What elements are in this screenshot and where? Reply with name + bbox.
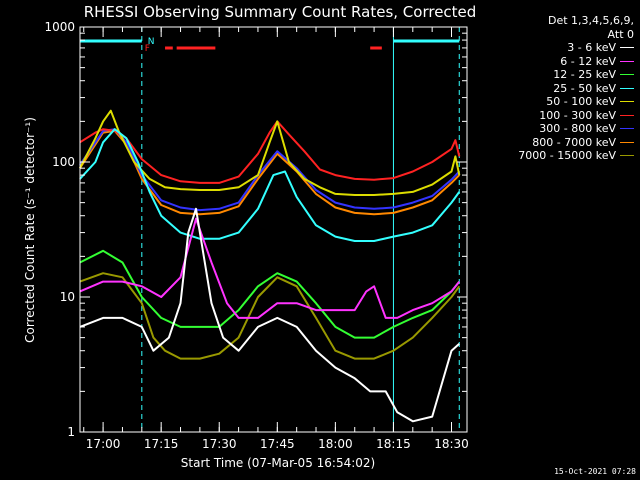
series-line <box>79 272 461 360</box>
x-tick-label: 18:00 <box>318 437 353 451</box>
chart-title: RHESSI Observing Summary Count Rates, Co… <box>84 3 477 21</box>
x-tick-label: 17:45 <box>260 437 295 451</box>
legend-swatch <box>620 128 634 130</box>
y-tick-label: 1000 <box>44 20 75 34</box>
y-tick-label: 1 <box>67 425 75 439</box>
timestamp: 15-Oct-2021 07:28 <box>554 467 636 476</box>
legend-entry: 25 - 50 keV <box>518 82 634 96</box>
series-line <box>79 249 461 339</box>
legend-label: 300 - 800 keV <box>539 122 616 135</box>
legend-label: 6 - 12 keV <box>560 54 616 68</box>
legend-entry: 3 - 6 keV <box>518 41 634 55</box>
legend-swatch <box>620 74 634 76</box>
legend-label: 100 - 300 keV <box>539 108 616 122</box>
legend-swatch <box>620 60 634 62</box>
series-line <box>79 207 460 423</box>
legend-label: 3 - 6 keV <box>567 41 616 54</box>
legend-entry: 800 - 7000 keV <box>518 136 634 150</box>
legend-entry: 50 - 100 keV <box>518 95 634 109</box>
series-line <box>79 217 461 319</box>
y-tick-label: 10 <box>60 290 75 304</box>
legend-entry: 7000 - 15000 keV <box>518 149 634 163</box>
flag-label: N <box>148 37 155 47</box>
plot-frame <box>79 26 468 433</box>
legend-header-line2: Att 0 <box>607 27 634 41</box>
axis-layer: 1 10 100 1000 17:00 17:15 17:30 17:45 18:00 18:15… <box>44 20 468 451</box>
legend-label: 50 - 100 keV <box>546 95 616 108</box>
x-tick-label: 17:15 <box>144 437 179 451</box>
series-line <box>79 109 461 196</box>
legend-rows: 3 - 6 keV 6 - 12 keV 12 - 25 keV 25 - 50 ke… <box>518 41 634 163</box>
legend-label: 800 - 7000 keV <box>532 135 616 149</box>
legend-label: 12 - 25 keV <box>553 68 616 81</box>
series-layer <box>79 109 461 423</box>
legend-label: 25 - 50 keV <box>553 81 616 95</box>
x-tick-label: 17:30 <box>202 437 237 451</box>
legend-swatch <box>620 87 634 89</box>
legend-label: 7000 - 15000 keV <box>518 149 616 162</box>
legend-swatch <box>620 155 634 157</box>
legend-entry: 300 - 800 keV <box>518 122 634 136</box>
series-line <box>79 128 461 242</box>
y-tick-label: 100 <box>52 155 75 169</box>
legend-swatch <box>620 114 634 116</box>
legend-swatch <box>620 141 634 143</box>
x-axis-label: Start Time (07-Mar-05 16:54:02) <box>181 456 375 470</box>
legend-header-line1: Det 1,3,4,5,6,9, <box>547 14 634 27</box>
x-tick-label: 18:30 <box>434 437 469 451</box>
annotation-layer: NF <box>79 27 460 432</box>
legend-entry: 100 - 300 keV <box>518 109 634 123</box>
legend: Det 1,3,4,5,6,9, Att 0 3 - 6 keV 6 - 12 k… <box>518 14 634 163</box>
y-axis-label: Corrected Count Rate (s⁻¹ detector⁻¹) <box>23 117 37 343</box>
legend-entry: 6 - 12 keV <box>518 55 634 69</box>
flag-label: F <box>145 44 150 54</box>
x-tick-label: 17:00 <box>86 437 121 451</box>
legend-entry: 12 - 25 keV <box>518 68 634 82</box>
legend-swatch <box>620 47 634 49</box>
legend-swatch <box>620 101 634 103</box>
x-tick-label: 18:15 <box>376 437 411 451</box>
